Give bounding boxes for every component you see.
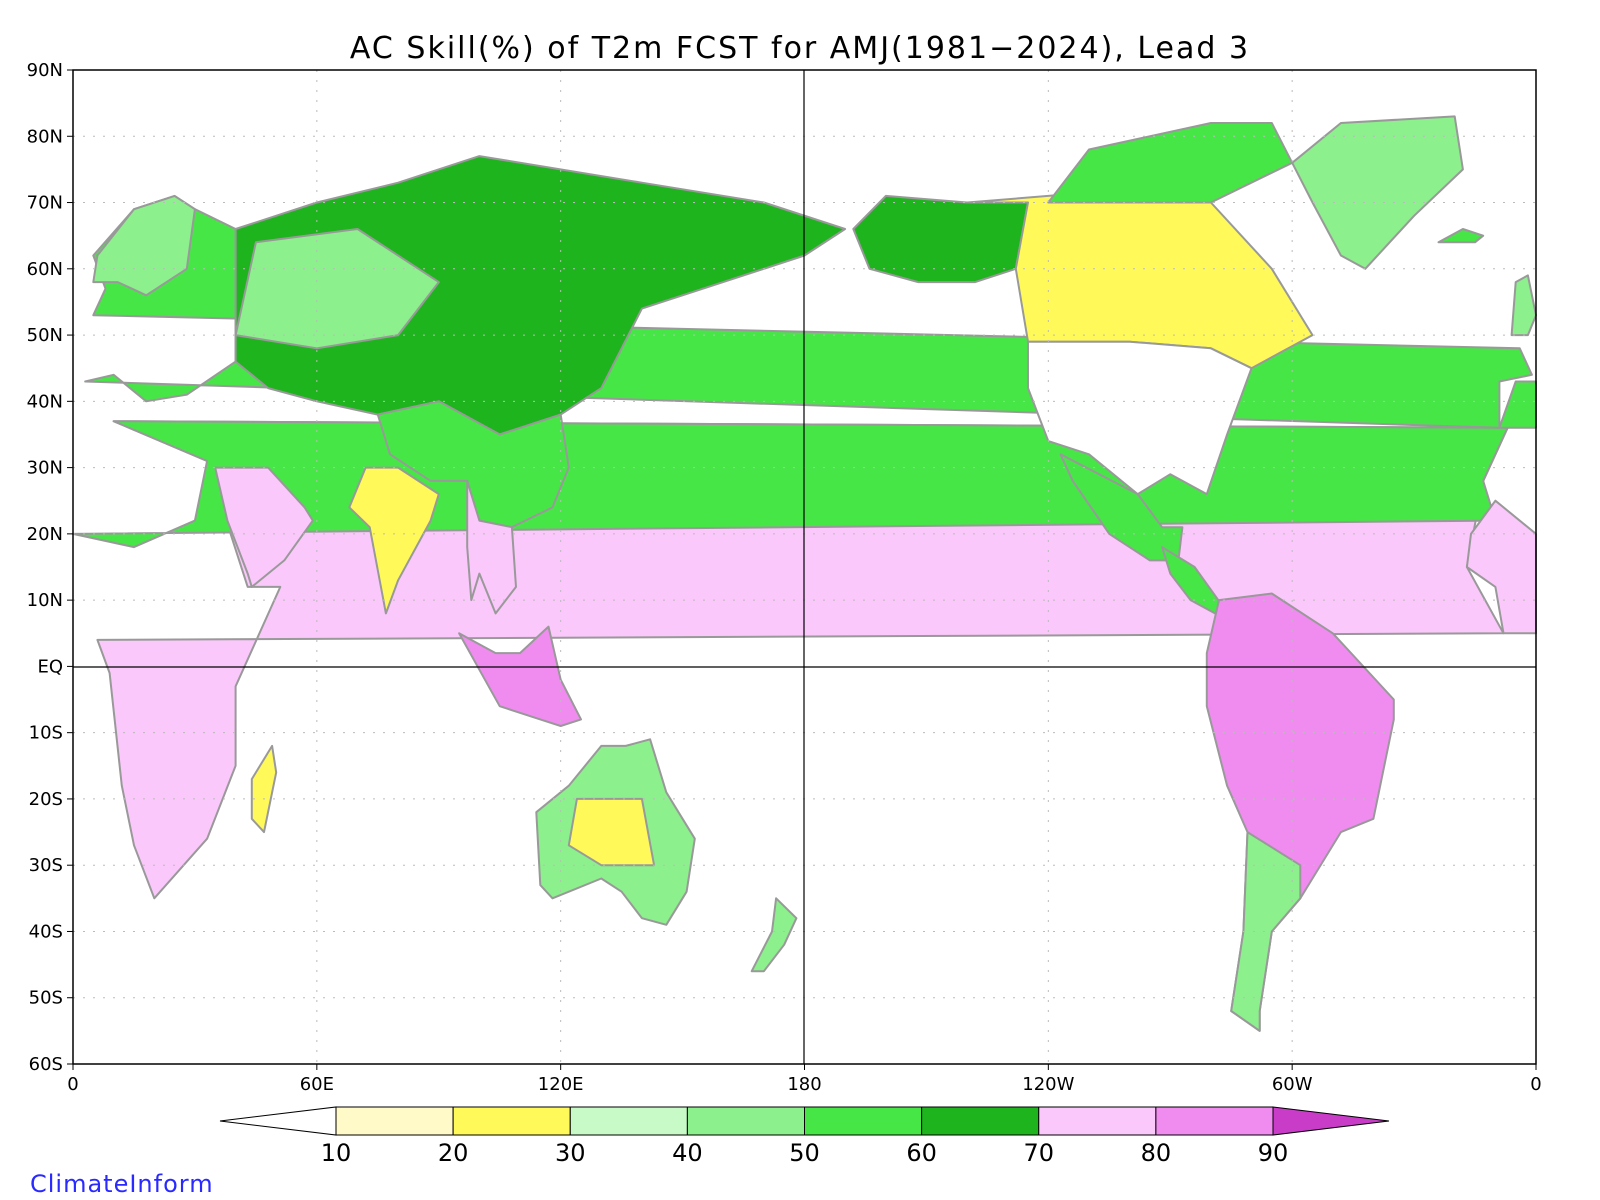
arabia-land (214, 466, 314, 588)
colorbar-label: 70 (1023, 1139, 1054, 1167)
map-plot-area (72, 69, 1537, 1065)
lon-tick-label: 60W (1272, 1074, 1313, 1095)
lat-tick-label: 20N (27, 524, 63, 545)
alaska-land (852, 194, 1029, 284)
colorbar-high-arrow (1272, 1106, 1390, 1136)
colorbar-box (804, 1106, 923, 1136)
iceland-land (1437, 228, 1485, 244)
lat-tick-label: 20S (29, 789, 63, 810)
lon-tick-label: 180 (787, 1074, 821, 1095)
colorbar-box (1155, 1106, 1274, 1136)
brand-logo-text: ClimateInform (30, 1170, 214, 1198)
colorbar-label: 90 (1258, 1139, 1289, 1167)
lat-tick-label: 40S (29, 921, 63, 942)
new-zealand-land (750, 897, 798, 973)
lon-tick-label: 120E (538, 1074, 584, 1095)
latitude-axis: 90N 80N 70N 60N 50N 40N 30N 20N 10N EQ 10S 20S 30S 40… (27, 60, 73, 1075)
colorbar-label: 50 (789, 1139, 820, 1167)
indonesia-land (458, 625, 582, 727)
colorbar-label: 20 (438, 1139, 469, 1167)
lat-tick-label: 90N (27, 60, 63, 81)
china-land (376, 400, 570, 529)
australia-interior-land (567, 797, 656, 867)
colorbar-label: 80 (1141, 1139, 1172, 1167)
lon-tick-label: 0 (67, 1074, 78, 1095)
lat-tick-label: 30N (27, 458, 63, 479)
lat-tick-label: 70N (27, 193, 63, 214)
lat-tick-label: 80N (27, 126, 63, 147)
colorbar-box (921, 1106, 1040, 1136)
chart-title: AC Skill(%) of T2m FCST for AMJ(1981−202… (350, 31, 1250, 66)
lon-tick-label: 60E (300, 1074, 334, 1095)
lon-tick-label: 0 (1530, 1074, 1541, 1095)
madagascar-land (250, 744, 278, 834)
colorbar-box (686, 1106, 805, 1136)
colorbar-box (452, 1106, 571, 1136)
greenland-land (1291, 115, 1464, 270)
lat-tick-label: 60S (29, 1054, 63, 1075)
usa-land (1027, 340, 1253, 496)
colorbar-label: 60 (906, 1139, 937, 1167)
colorbar-label: 10 (321, 1139, 352, 1167)
land-masses (72, 115, 1537, 1032)
south-america-south-land (1230, 831, 1302, 1032)
british-isles-east-land (1510, 274, 1537, 337)
colorbar: 10 20 30 40 50 60 70 80 90 (219, 1106, 1390, 1167)
lat-tick-label: 30S (29, 855, 63, 876)
india-land (348, 466, 440, 615)
lat-tick-label: 10N (27, 590, 63, 611)
colorbar-low-arrow (219, 1106, 337, 1136)
colorbar-label: 40 (672, 1139, 703, 1167)
lat-tick-label: 60N (27, 259, 63, 280)
lat-tick-label: EQ (37, 656, 63, 677)
lat-tick-label: 50S (29, 988, 63, 1009)
siberia-land (234, 228, 440, 350)
lat-tick-label: 50N (27, 325, 63, 346)
lon-tick-label: 120W (1022, 1074, 1074, 1095)
scandinavia-land (92, 194, 196, 297)
colorbar-box (569, 1106, 688, 1136)
colorbar-box (1038, 1106, 1157, 1136)
colorbar-label: 30 (555, 1139, 586, 1167)
se-asia-land (466, 479, 517, 615)
lat-tick-label: 40N (27, 391, 63, 412)
colorbar-box (335, 1106, 454, 1136)
lat-tick-label: 10S (29, 723, 63, 744)
longitude-axis: 0 60E 120E 180 120W 60W 0 (67, 1064, 1542, 1095)
